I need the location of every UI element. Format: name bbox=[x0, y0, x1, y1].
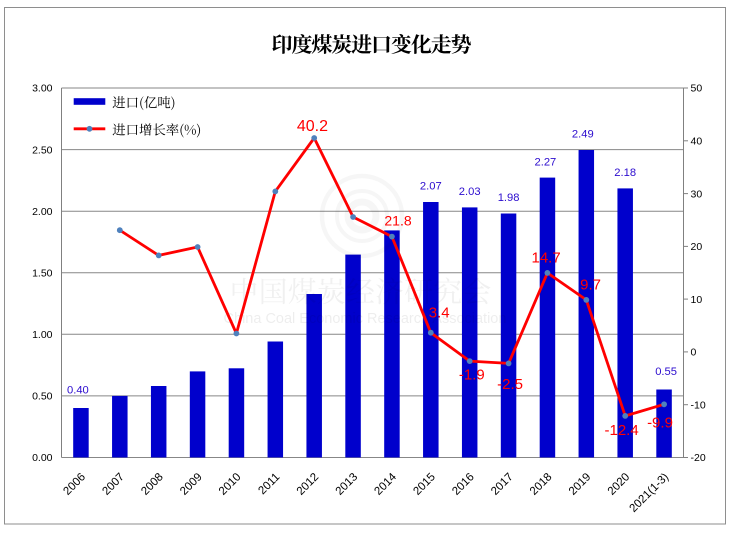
svg-text:2.49: 2.49 bbox=[572, 129, 594, 141]
svg-text:1.00: 1.00 bbox=[32, 329, 53, 341]
svg-text:3.4: 3.4 bbox=[429, 304, 450, 321]
svg-text:30: 30 bbox=[691, 188, 703, 200]
svg-text:0: 0 bbox=[691, 347, 697, 359]
svg-text:21.8: 21.8 bbox=[384, 212, 411, 228]
svg-text:2.27: 2.27 bbox=[535, 156, 557, 168]
svg-text:3.00: 3.00 bbox=[32, 83, 53, 95]
svg-text:-1.9: -1.9 bbox=[459, 367, 485, 384]
svg-text:China Coal Economic Research A: China Coal Economic Research Association bbox=[224, 311, 507, 327]
svg-text:2.03: 2.03 bbox=[459, 186, 481, 198]
svg-text:1.98: 1.98 bbox=[498, 192, 520, 204]
svg-text:2.18: 2.18 bbox=[614, 167, 636, 179]
svg-text:-10: -10 bbox=[691, 399, 706, 411]
svg-text:9.7: 9.7 bbox=[580, 277, 601, 294]
svg-text:10: 10 bbox=[691, 294, 703, 306]
svg-text:1.50: 1.50 bbox=[32, 267, 53, 279]
svg-text:14.7: 14.7 bbox=[531, 250, 560, 267]
svg-text:0.55: 0.55 bbox=[655, 366, 677, 378]
svg-text:-2.5: -2.5 bbox=[497, 376, 523, 393]
svg-text:2.00: 2.00 bbox=[32, 206, 53, 218]
svg-text:50: 50 bbox=[691, 83, 703, 95]
svg-text:0.00: 0.00 bbox=[32, 452, 53, 464]
svg-text:0.50: 0.50 bbox=[32, 391, 53, 403]
svg-text:-20: -20 bbox=[691, 452, 706, 464]
svg-text:20: 20 bbox=[691, 241, 703, 253]
svg-text:40: 40 bbox=[691, 136, 703, 148]
svg-text:2.07: 2.07 bbox=[420, 181, 442, 193]
svg-text:40.2: 40.2 bbox=[297, 118, 328, 135]
svg-text:0.40: 0.40 bbox=[67, 385, 89, 397]
svg-text:2.50: 2.50 bbox=[32, 144, 53, 156]
svg-text:-9.9: -9.9 bbox=[647, 415, 673, 432]
svg-text:-12.4: -12.4 bbox=[604, 422, 638, 439]
